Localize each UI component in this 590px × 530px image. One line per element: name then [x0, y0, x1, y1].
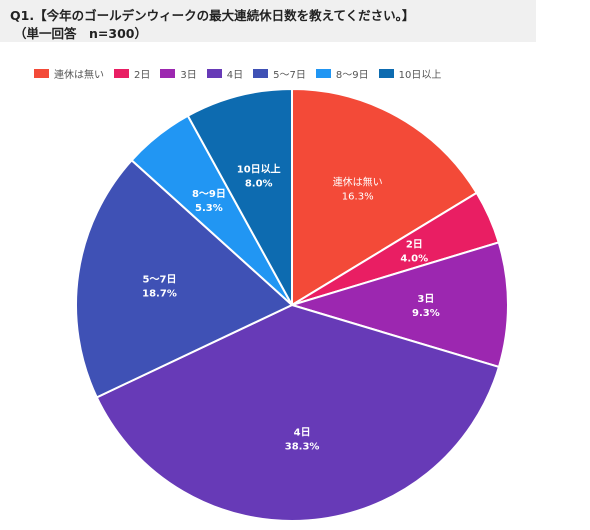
legend-item: 連休は無い [34, 66, 104, 81]
slice-category-label: 5〜7日 [143, 274, 177, 286]
legend-swatch [378, 69, 394, 78]
legend-swatch [160, 69, 176, 78]
slice-category-label: 連休は無い [333, 175, 383, 188]
legend-item: 5〜7日 [253, 66, 306, 81]
legend-label: 10日以上 [398, 70, 442, 81]
slice-category-label: 10日以上 [237, 162, 281, 175]
chart-header: Q1.【今年のゴールデンウィークの最大連続休日数を教えてください。】 （単一回答… [0, 0, 536, 42]
slice-category-label: 2日 [406, 238, 423, 250]
legend-swatch [315, 69, 331, 78]
pie-slice [291, 87, 479, 307]
legend-item: 8〜9日 [315, 66, 369, 81]
slice-value-label: 8.0% [245, 178, 273, 189]
legend-item: 2日 [114, 66, 150, 81]
legend-swatch [34, 69, 49, 78]
legend-label: 3日 [180, 70, 197, 81]
legend-label: 連休は無い [54, 70, 104, 81]
legend-item: 4日 [206, 66, 244, 81]
slice-value-label: 5.3% [195, 203, 223, 214]
legend-label: 5〜7日 [273, 70, 306, 81]
legend-swatch [253, 69, 269, 78]
legend-swatch [206, 69, 222, 78]
pie-slice [186, 87, 293, 306]
slice-category-label: 4日 [294, 427, 311, 439]
legend-item: 3日 [160, 66, 197, 81]
pie-slice [95, 303, 501, 523]
slice-category-label: 8〜9日 [192, 188, 226, 200]
pie-slice [288, 241, 509, 369]
legend-label: 2日 [134, 70, 151, 81]
slice-value-label: 4.0% [400, 253, 428, 264]
slice-value-label: 38.3% [285, 442, 320, 453]
slice-value-label: 16.3% [342, 191, 374, 202]
legend-item: 10日以上 [378, 66, 442, 81]
slice-value-label: 18.7% [142, 289, 177, 300]
legend-label: 8〜9日 [335, 70, 369, 81]
slice-category-label: 3日 [417, 293, 434, 305]
slice-value-label: 9.3% [412, 308, 440, 319]
legend-swatch [114, 69, 129, 78]
chart-subtitle: （単一回答 n=300） [14, 26, 147, 41]
pie-slice [75, 158, 294, 399]
chart-title: Q1.【今年のゴールデンウィークの最大連続休日数を教えてください。】 [10, 8, 415, 23]
chart-legend: 連休は無い 2日 3日 4日 5〜7日 8〜9日 10日以上 [34, 66, 451, 81]
legend-label: 4日 [226, 70, 244, 81]
